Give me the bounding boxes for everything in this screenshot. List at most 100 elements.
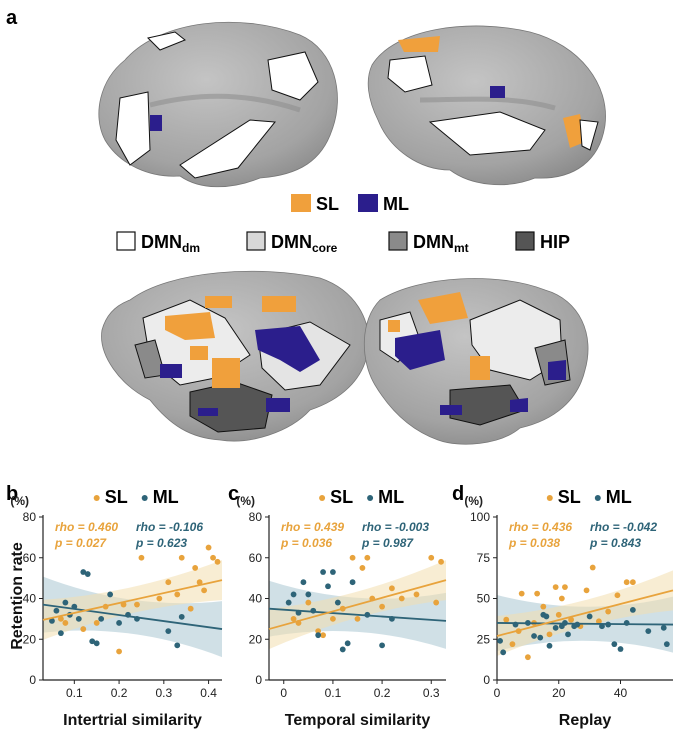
data-point-sl — [562, 584, 568, 590]
legend-ml-swatch — [358, 194, 378, 212]
data-point-ml — [165, 628, 172, 634]
brain-left-medial — [101, 270, 369, 442]
data-point-sl — [178, 554, 185, 561]
data-point-sl — [80, 626, 87, 632]
legend-dmn-dm-label: DMNdm — [141, 232, 200, 255]
brain-right-medial — [363, 278, 589, 445]
x-tick-label: 0.4 — [200, 686, 217, 700]
stat-ml-p: p = 0.623 — [135, 536, 187, 550]
y-tick-label: 40 — [249, 592, 263, 606]
y-tick-label: 80 — [249, 510, 263, 524]
data-point-sl — [503, 616, 510, 623]
legend-ml-label: ML — [606, 487, 632, 507]
data-point-sl — [595, 618, 602, 625]
data-point-ml — [98, 615, 105, 622]
legend-ml-label: ML — [153, 487, 179, 507]
data-point-sl — [568, 616, 575, 623]
data-point-sl — [540, 603, 547, 610]
data-point-sl — [623, 579, 630, 586]
data-point-ml — [611, 641, 618, 648]
legend-ml-label: ML — [378, 487, 404, 507]
legend-networks: DMNdm DMNcore DMNmt HIP — [116, 231, 570, 255]
data-point-ml — [537, 634, 544, 641]
data-point-sl — [413, 591, 420, 598]
data-point-sl — [138, 554, 145, 561]
stat-ml-p: p = 0.987 — [361, 536, 414, 550]
legend-ml-label: ML — [383, 194, 409, 214]
legend-ml-dot — [141, 495, 148, 501]
data-point-ml — [290, 591, 297, 598]
data-point-sl — [192, 565, 199, 571]
legend-dmn-mt-swatch — [388, 231, 408, 251]
panel-b-letter: b — [6, 483, 18, 505]
data-point-ml — [325, 583, 331, 590]
data-point-ml — [305, 591, 312, 598]
data-point-ml — [531, 633, 537, 639]
legend-sl-label: SL — [330, 487, 353, 507]
data-point-ml — [500, 649, 507, 656]
y-tick-label: 100 — [470, 510, 490, 524]
data-point-sl — [354, 615, 361, 622]
data-point-sl — [93, 620, 100, 626]
legend-sl-dot — [319, 495, 326, 501]
legend-ml-dot — [367, 495, 374, 501]
legend-dmn-mt-label: DMNmt — [413, 232, 469, 255]
panel-c-letter: c — [228, 483, 239, 505]
data-point-ml — [93, 640, 100, 647]
legend-hip-swatch — [515, 231, 535, 251]
fit-line-ml — [42, 603, 223, 630]
fit-line-sl — [42, 579, 223, 621]
legend-sl-swatch — [291, 194, 311, 212]
y-tick-label: 60 — [249, 551, 263, 565]
x-axis-title: Intertrial similarity — [63, 712, 202, 729]
data-point-ml — [84, 571, 91, 577]
data-point-ml — [344, 640, 351, 647]
data-point-sl — [196, 579, 203, 586]
stat-sl-p: p = 0.038 — [508, 536, 560, 550]
stat-sl-p: p = 0.027 — [54, 536, 107, 550]
data-point-sl — [552, 584, 559, 590]
data-point-ml — [75, 615, 82, 622]
legend-dmn-dm-swatch — [116, 231, 136, 251]
data-point-ml — [660, 624, 667, 631]
data-point-ml — [53, 607, 60, 614]
x-axis-title: Replay — [559, 712, 612, 729]
y-unit-label: (%) — [10, 494, 29, 508]
data-point-ml — [49, 618, 55, 624]
data-point-sl — [290, 615, 297, 622]
data-point-sl — [349, 554, 356, 561]
stat-ml-rho: rho = -0.042 — [590, 520, 657, 534]
data-point-sl — [583, 587, 590, 594]
data-point-sl — [210, 554, 216, 561]
stat-ml-rho: rho = -0.003 — [362, 520, 429, 534]
data-point-sl — [438, 558, 444, 565]
data-point-sl — [546, 631, 553, 638]
data-point-sl — [305, 599, 312, 606]
brain-right-lateral — [367, 25, 606, 186]
data-point-ml — [586, 613, 593, 620]
data-point-sl — [398, 595, 405, 602]
chart-b: 0 20 40 60 80 0.1 0.2 0.3 0.4 (%) Intertrial simil… — [10, 487, 223, 729]
x-tick-label: 0.3 — [155, 686, 172, 700]
legend-sl-dot — [93, 495, 100, 501]
data-point-ml — [339, 646, 346, 653]
y-unit-label: (%) — [236, 494, 255, 508]
data-point-ml — [552, 624, 559, 631]
data-point-sl — [165, 579, 172, 586]
data-point-ml — [645, 628, 652, 634]
data-point-sl — [116, 648, 122, 655]
data-point-ml — [330, 569, 336, 575]
brain-left-lateral — [98, 21, 338, 188]
x-axis-title: Temporal similarity — [285, 712, 431, 729]
fit-line-ml — [496, 622, 674, 626]
y-tick-label: 80 — [23, 510, 37, 524]
data-point-sl — [205, 544, 212, 551]
y-tick-label: 0 — [483, 673, 490, 687]
legend-effect: SL ML — [291, 194, 409, 214]
y-unit-label: (%) — [464, 494, 483, 508]
data-point-sl — [364, 554, 371, 561]
legend-sl-label: SL — [105, 487, 128, 507]
data-point-sl — [58, 615, 64, 622]
legend-sl-dot — [546, 495, 553, 501]
chart-c: 0 20 40 60 80 0 0.1 0.2 0.3 (%) Temporal similarit… — [236, 487, 447, 729]
